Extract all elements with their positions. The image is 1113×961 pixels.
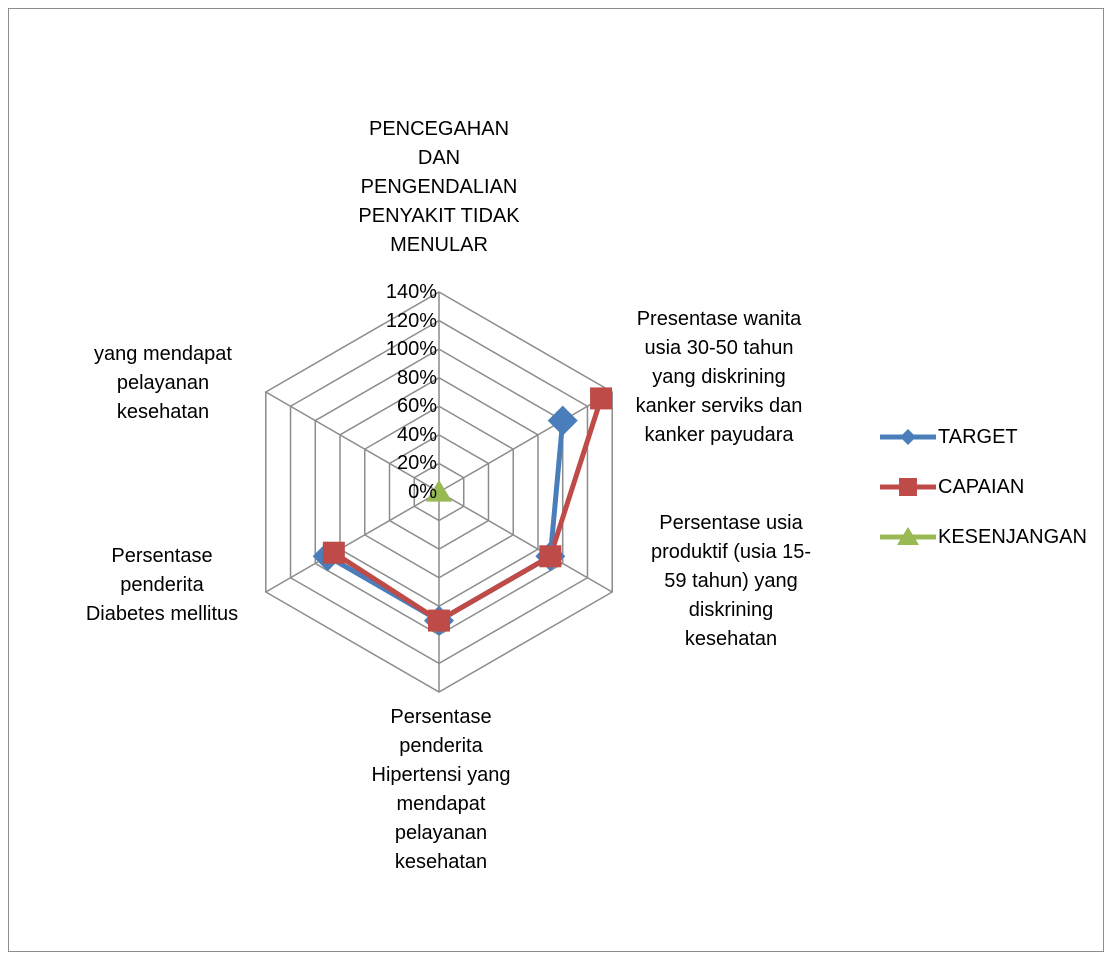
- legend-key-target: [880, 429, 936, 445]
- legend-marker: [899, 478, 917, 496]
- data-point-capaian: [539, 545, 562, 568]
- axis-label-line: penderita: [120, 574, 204, 596]
- axis-label-line: diskrining: [688, 599, 774, 621]
- axis-label-1: PENCEGAHAN DAN PENGENDALIAN PENYAKIT TIDAK M…: [329, 115, 549, 260]
- axis-label-line: yang mendapat: [94, 343, 232, 365]
- axis-label-line: pelayanan: [394, 822, 488, 844]
- axis-label-5: Persentase penderita Diabetes mellitus: [52, 542, 272, 629]
- axis-label-line: DAN: [417, 147, 461, 169]
- legend-marker: [900, 429, 916, 445]
- data-point-capaian: [590, 387, 613, 410]
- legend-key-capaian: [880, 478, 936, 496]
- legend-marker: [897, 527, 919, 545]
- axis-label-line: Hipertensi yang: [371, 764, 511, 786]
- axis-label-line: Diabetes mellitus: [85, 603, 239, 625]
- grid-spoke: [438, 391, 613, 493]
- radial-tick-label: 80%: [396, 366, 437, 389]
- axis-label-3: Persentase usia produktif (usia 15- 59 tah…: [621, 509, 841, 654]
- axis-label-line: PENCEGAHAN: [368, 118, 510, 140]
- data-point-capaian: [428, 609, 450, 632]
- axis-label-line: Persentase: [111, 545, 213, 567]
- axis-label-line: yang diskrining: [652, 366, 786, 388]
- axis-label-line: Presentase wanita: [636, 308, 802, 330]
- axis-label-line: kesehatan: [394, 851, 488, 873]
- grid-spoke: [265, 491, 440, 593]
- axis-label-line: penderita: [399, 735, 483, 757]
- axis-label-6: yang mendapat pelayanan kesehatan: [53, 340, 273, 427]
- axis-label-line: kesehatan: [116, 401, 210, 423]
- axis-label-2: Presentase wanita usia 30-50 tahun yang di…: [609, 305, 829, 450]
- data-point-capaian: [322, 541, 345, 564]
- data-point-kesenjangan: [425, 480, 453, 502]
- axis-label-line: usia 30-50 tahun: [644, 337, 794, 359]
- axis-label-line: Persentase: [390, 706, 492, 728]
- series-line-capaian: [332, 397, 604, 624]
- radial-tick-label: 0%: [408, 481, 437, 503]
- axis-label-line: PENGENDALIAN: [360, 176, 518, 198]
- data-point-target: [547, 405, 578, 436]
- axis-label-line: pelayanan: [116, 372, 210, 394]
- legend-label: KESENJANGAN: [938, 526, 1087, 548]
- axis-label-line: MENULAR: [390, 234, 488, 256]
- axis-label-line: kesehatan: [684, 628, 778, 650]
- axis-label-line: produktif (usia 15-: [650, 541, 812, 563]
- legend-key-kesenjangan: [880, 527, 936, 545]
- axis-label-4: Persentase penderita Hipertensi yang mendap…: [331, 703, 551, 877]
- legend-label: TARGET: [938, 426, 1018, 448]
- radial-tick-label: 60%: [396, 395, 437, 418]
- axis-label-line: kanker serviks dan: [635, 395, 803, 417]
- axis-label-line: kanker payudara: [644, 424, 794, 446]
- radial-tick-label: 40%: [396, 423, 437, 446]
- radial-tick-label: 20%: [396, 452, 437, 475]
- axis-label-line: Persentase usia: [659, 512, 803, 534]
- legend-label: CAPAIAN: [938, 476, 1025, 498]
- axis-label-line: mendapat: [396, 793, 486, 815]
- radial-tick-label: 120%: [385, 309, 437, 332]
- radial-tick-label: 100%: [385, 338, 437, 361]
- grid-spoke: [438, 491, 613, 593]
- radial-tick-label: 140%: [385, 281, 437, 303]
- grid-spoke: [265, 391, 440, 493]
- axis-label-line: 59 tahun) yang: [664, 570, 798, 592]
- axis-label-line: PENYAKIT TIDAK: [358, 205, 520, 227]
